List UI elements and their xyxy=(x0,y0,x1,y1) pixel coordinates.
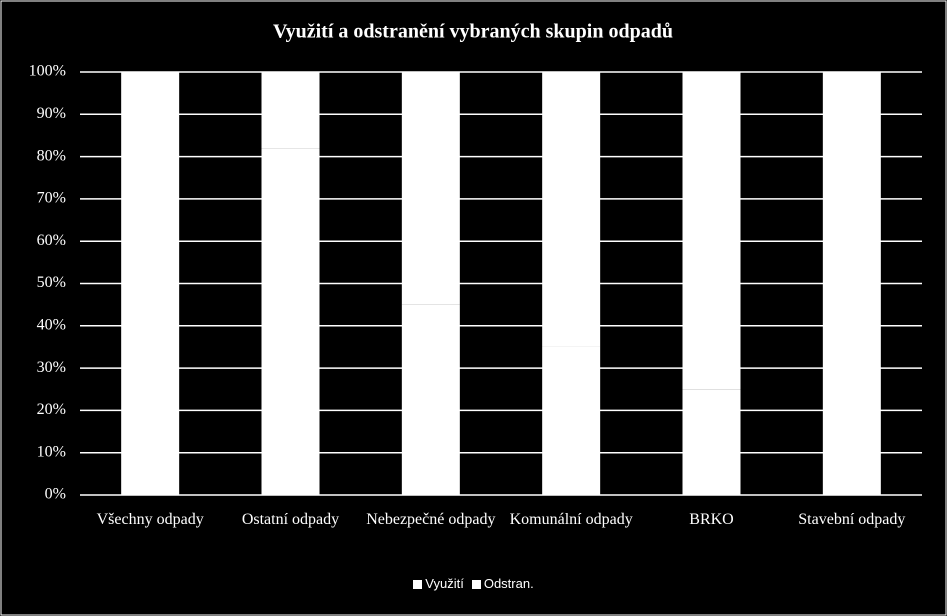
bar-segment xyxy=(401,304,460,495)
bar-segment xyxy=(822,114,881,496)
bar-segment xyxy=(121,156,180,495)
bar-segment xyxy=(542,72,601,347)
legend-swatch xyxy=(471,580,481,589)
legend: Využití Odstran. xyxy=(0,576,947,591)
y-tick-label: 50% xyxy=(37,274,66,291)
bar-segment xyxy=(261,148,320,495)
chart-title: Využití a odstranění vybraných skupin od… xyxy=(273,21,673,43)
bar-segment xyxy=(401,72,460,305)
bar-segment xyxy=(542,346,601,495)
x-tick-label: Stavební odpady xyxy=(798,511,906,528)
y-tick-label: 40% xyxy=(37,316,66,333)
x-tick-label: Nebezpečné odpady xyxy=(366,511,496,528)
legend-swatch xyxy=(413,580,423,589)
y-tick-label: 70% xyxy=(37,190,66,207)
y-tick-label: 60% xyxy=(37,232,66,249)
x-tick-label: BRKO xyxy=(689,511,734,528)
bar-segment xyxy=(822,72,881,115)
y-tick-label: 20% xyxy=(37,401,66,418)
x-tick-label: Komunální odpady xyxy=(509,511,633,528)
y-tick-label: 30% xyxy=(37,359,66,376)
x-tick-label: Všechny odpady xyxy=(96,511,204,528)
y-tick-label: 0% xyxy=(45,486,66,503)
y-tick-label: 80% xyxy=(37,147,66,164)
bar-segment xyxy=(261,72,320,149)
bar-segment xyxy=(682,389,741,495)
y-tick-label: 90% xyxy=(37,105,66,122)
y-tick-label: 10% xyxy=(37,443,66,460)
y-tick-label: 100% xyxy=(29,63,66,80)
legend-label: Odstran. xyxy=(483,576,534,591)
bar-segment xyxy=(682,72,741,390)
legend-label: Využití xyxy=(425,576,464,591)
bar-segment xyxy=(121,72,180,157)
legend-item: Využití xyxy=(413,576,464,591)
x-tick-label: Ostatní odpady xyxy=(241,511,340,528)
legend-item: Odstran. xyxy=(471,576,534,591)
